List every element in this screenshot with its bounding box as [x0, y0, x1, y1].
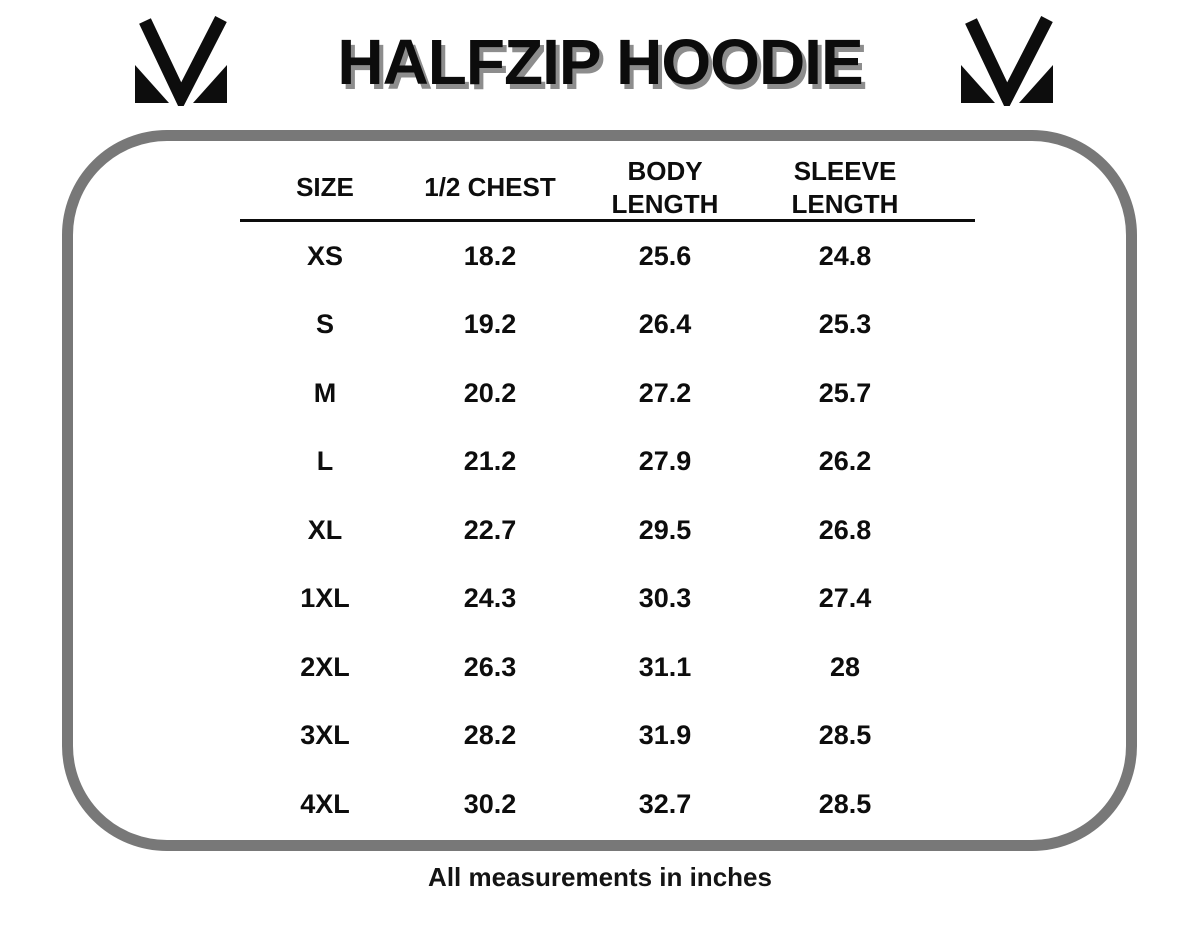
column-header-label: 1/2 CHEST: [424, 172, 556, 203]
brand-logo-left: [131, 16, 231, 112]
table-row: 1XL 24.3 30.3 27.4: [240, 565, 930, 634]
column-header-sleeve-length: SLEEVE LENGTH: [760, 155, 930, 220]
sleeve-length-cell: 26.8: [818, 514, 872, 545]
body-length-cell: 31.1: [638, 651, 692, 682]
sleeve-length-cell: 25.3: [818, 309, 872, 340]
table-header-row: SIZE 1/2 CHEST BODY LENGTH SLEEVE LENGTH: [240, 155, 930, 220]
size-chart-table: SIZE 1/2 CHEST BODY LENGTH SLEEVE LENGTH…: [240, 155, 975, 839]
page-title: HALFZIP HOODIE: [337, 26, 863, 98]
sleeve-length-cell: 25.7: [818, 377, 872, 408]
table-row: XL 22.7 29.5 26.8: [240, 496, 930, 565]
size-cell: 1XL: [300, 583, 350, 614]
size-cell: XS: [306, 240, 344, 271]
size-chart-panel: SIZE 1/2 CHEST BODY LENGTH SLEEVE LENGTH…: [62, 130, 1137, 851]
body-length-cell: 27.2: [638, 377, 692, 408]
size-cell: 2XL: [300, 651, 350, 682]
table-row: S 19.2 26.4 25.3: [240, 291, 930, 360]
table-row: 3XL 28.2 31.9 28.5: [240, 702, 930, 771]
sleeve-length-cell: 24.8: [818, 240, 872, 271]
half-chest-cell: 22.7: [463, 514, 517, 545]
table-row: L 21.2 27.9 26.2: [240, 428, 930, 497]
size-cell: 4XL: [300, 788, 350, 819]
body-length-cell: 26.4: [638, 309, 692, 340]
column-header-half-chest: 1/2 CHEST: [410, 155, 570, 220]
half-chest-cell: 19.2: [463, 309, 517, 340]
half-chest-cell: 28.2: [463, 720, 517, 751]
column-header-label: BODY LENGTH: [611, 156, 719, 219]
body-length-cell: 32.7: [638, 788, 692, 819]
sleeve-length-cell: 26.2: [818, 446, 872, 477]
column-header-label: SIZE: [296, 172, 354, 203]
body-length-cell: 29.5: [638, 514, 692, 545]
table-row: M 20.2 27.2 25.7: [240, 359, 930, 428]
size-cell: XL: [307, 514, 343, 545]
body-length-cell: 27.9: [638, 446, 692, 477]
header-divider: [240, 219, 975, 222]
measurements-note: All measurements in inches: [428, 862, 772, 892]
half-chest-cell: 21.2: [463, 446, 517, 477]
half-chest-cell: 20.2: [463, 377, 517, 408]
half-chest-cell: 18.2: [463, 240, 517, 271]
size-cell: 3XL: [300, 720, 350, 751]
table-body: XS 18.2 25.6 24.8 S 19.2 26.4 25.3 M 20.…: [240, 222, 975, 839]
column-header-label: SLEEVE LENGTH: [791, 156, 899, 219]
size-cell: S: [315, 309, 334, 340]
size-cell: L: [316, 446, 334, 477]
half-chest-cell: 26.3: [463, 651, 517, 682]
sleeve-length-cell: 27.4: [818, 583, 872, 614]
body-length-cell: 25.6: [638, 240, 692, 271]
m-monogram-icon: [135, 16, 227, 112]
column-header-body-length: BODY LENGTH: [570, 155, 760, 220]
sleeve-length-cell: 28: [829, 651, 861, 682]
sleeve-length-cell: 28.5: [818, 788, 872, 819]
size-cell: M: [313, 377, 337, 408]
sleeve-length-cell: 28.5: [818, 720, 872, 751]
table-row: XS 18.2 25.6 24.8: [240, 222, 930, 291]
table-row: 2XL 26.3 31.1 28: [240, 633, 930, 702]
body-length-cell: 30.3: [638, 583, 692, 614]
m-monogram-icon: [961, 16, 1053, 112]
half-chest-cell: 24.3: [463, 583, 517, 614]
table-row: 4XL 30.2 32.7 28.5: [240, 770, 930, 839]
column-header-size: SIZE: [240, 155, 410, 220]
half-chest-cell: 30.2: [463, 788, 517, 819]
body-length-cell: 31.9: [638, 720, 692, 751]
brand-logo-right: [957, 16, 1057, 112]
